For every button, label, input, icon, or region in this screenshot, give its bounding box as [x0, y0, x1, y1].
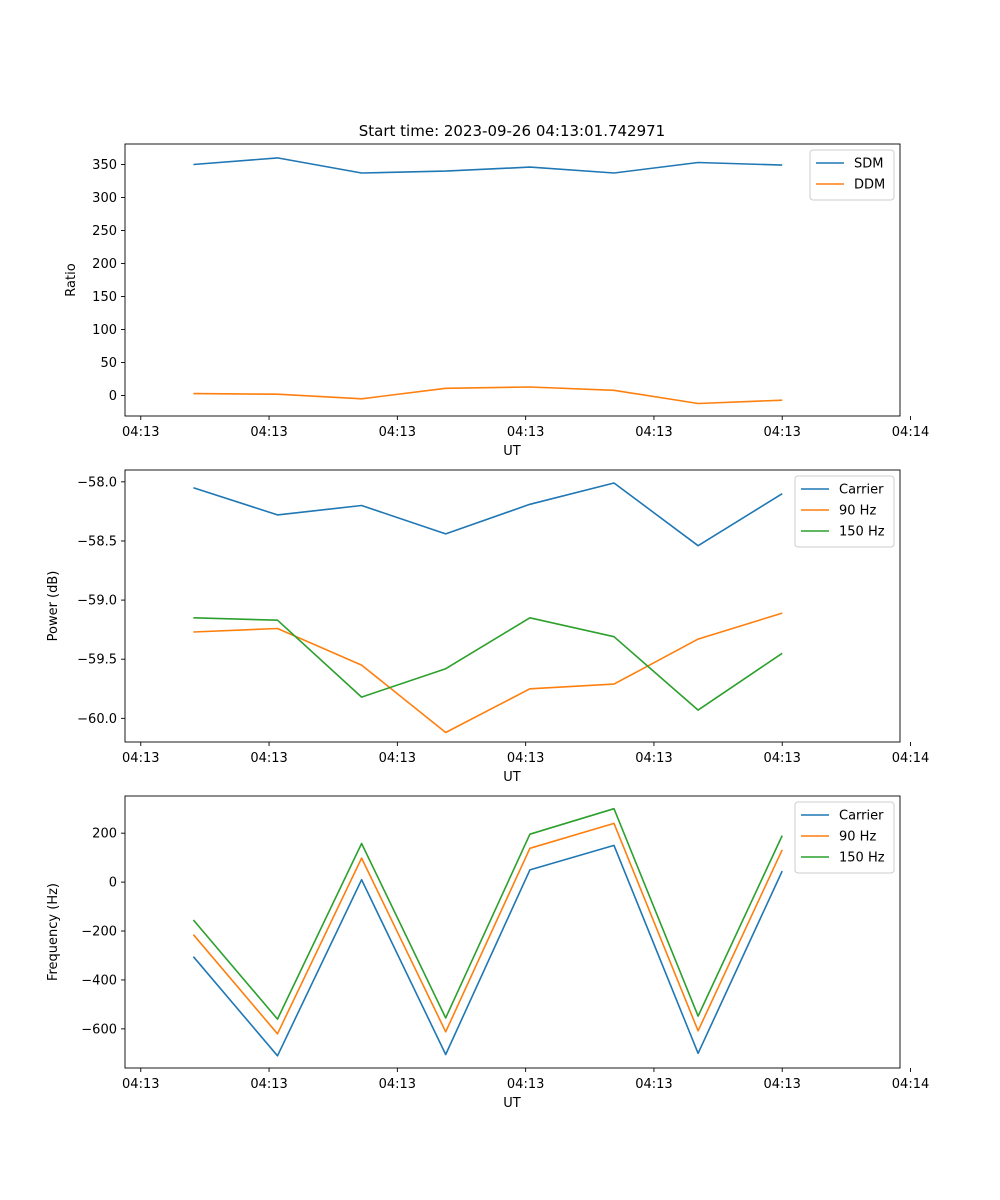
- y-tick-label: −60.0: [77, 712, 117, 727]
- y-tick-label: 150: [92, 290, 117, 305]
- y-tick-label: 350: [92, 158, 117, 173]
- y-tick-label: 200: [92, 257, 117, 272]
- y-tick-label: −200: [81, 925, 117, 940]
- y-tick-label: 0: [109, 876, 117, 891]
- y-tick-label: −59.0: [77, 594, 117, 609]
- chart-panels: 04:13 04:13 04:13 04:13 04:13 04:13 04:14 0 50 10…: [46, 143, 929, 1111]
- legend-box: [794, 475, 895, 548]
- axes-frame: [124, 143, 901, 417]
- y-axis-label: Frequency (Hz): [46, 883, 61, 981]
- x-tick-label: 04:13: [763, 425, 800, 440]
- legend-label: 90 Hz: [839, 504, 876, 519]
- y-axis-label: Ratio: [64, 263, 79, 296]
- x-tick-label: 04:13: [250, 751, 287, 766]
- y-tick-label: 200: [92, 827, 117, 842]
- x-tick-label: 04:13: [507, 425, 544, 440]
- x-tick-label: 04:13: [250, 425, 287, 440]
- x-tick-label: 04:13: [763, 751, 800, 766]
- x-tick-label: 04:13: [763, 1077, 800, 1092]
- series-line-carrier: [192, 844, 783, 1057]
- legend-label: 150 Hz: [839, 525, 885, 540]
- legend-label: DDM: [854, 178, 885, 193]
- y-tick-label: −600: [81, 1022, 117, 1037]
- x-tick-label: 04:13: [635, 425, 672, 440]
- series-line-sdm: [193, 157, 783, 174]
- x-axis-label: UT: [503, 444, 521, 459]
- x-axis-label: UT: [503, 770, 521, 785]
- x-tick-label: 04:13: [507, 1077, 544, 1092]
- x-tick-label: 04:14: [892, 751, 929, 766]
- x-tick-label: 04:13: [250, 1077, 287, 1092]
- series-line-90-hz: [193, 612, 783, 734]
- x-tick-label: 04:13: [122, 751, 159, 766]
- x-tick-label: 04:13: [122, 425, 159, 440]
- x-tick-label: 04:13: [507, 751, 544, 766]
- x-tick-label: 04:13: [379, 425, 416, 440]
- y-tick-label: 100: [92, 323, 117, 338]
- axes-frame: [124, 795, 901, 1069]
- legend-label: 150 Hz: [839, 851, 885, 866]
- y-axis-label: Power (dB): [46, 571, 61, 642]
- legend: Carrier 90 Hz 150 Hz: [794, 475, 895, 548]
- legend-label: SDM: [854, 157, 883, 172]
- legend-box: [794, 801, 895, 874]
- y-tick-label: −58.5: [77, 534, 117, 549]
- legend: Carrier 90 Hz 150 Hz: [794, 801, 895, 874]
- figure-title: Start time: 2023-09-26 04:13:01.742971: [359, 122, 665, 140]
- y-tick-label: 300: [92, 191, 117, 206]
- y-tick-label: 50: [100, 356, 117, 371]
- x-tick-label: 04:14: [892, 425, 929, 440]
- series-line-ddm: [193, 386, 783, 405]
- x-tick-label: 04:13: [635, 751, 672, 766]
- y-tick-label: 0: [109, 389, 117, 404]
- series-group: [193, 482, 783, 734]
- series-group: [193, 157, 783, 405]
- legend-label: Carrier: [839, 483, 884, 498]
- chart-panel-1: 04:13 04:13 04:13 04:13 04:13 04:13 04:14 0 50 10…: [64, 143, 929, 459]
- axes-frame: [124, 469, 901, 743]
- x-tick-label: 04:13: [122, 1077, 159, 1092]
- legend: SDM DDM: [809, 149, 895, 201]
- x-axis-label: UT: [503, 1096, 521, 1111]
- series-group: [192, 807, 783, 1057]
- y-tick-label: 250: [92, 224, 117, 239]
- chart-panel-2: 04:13 04:13 04:13 04:13 04:13 04:13 04:14 −60.0…: [46, 469, 929, 785]
- series-line-carrier: [193, 482, 783, 547]
- x-tick-label: 04:13: [379, 751, 416, 766]
- y-tick-label: −58.0: [77, 475, 117, 490]
- legend-label: 90 Hz: [839, 830, 876, 845]
- legend-label: Carrier: [839, 809, 884, 824]
- y-tick-label: −59.5: [77, 653, 117, 668]
- x-tick-label: 04:13: [635, 1077, 672, 1092]
- y-tick-label: −400: [81, 973, 117, 988]
- x-tick-label: 04:13: [379, 1077, 416, 1092]
- series-line-150-hz: [193, 616, 783, 711]
- series-line-150-hz: [192, 807, 783, 1020]
- chart-panel-3: 04:13 04:13 04:13 04:13 04:13 04:13 04:14 −600 −…: [46, 795, 929, 1111]
- series-line-90-hz: [192, 822, 783, 1035]
- x-tick-label: 04:14: [892, 1077, 929, 1092]
